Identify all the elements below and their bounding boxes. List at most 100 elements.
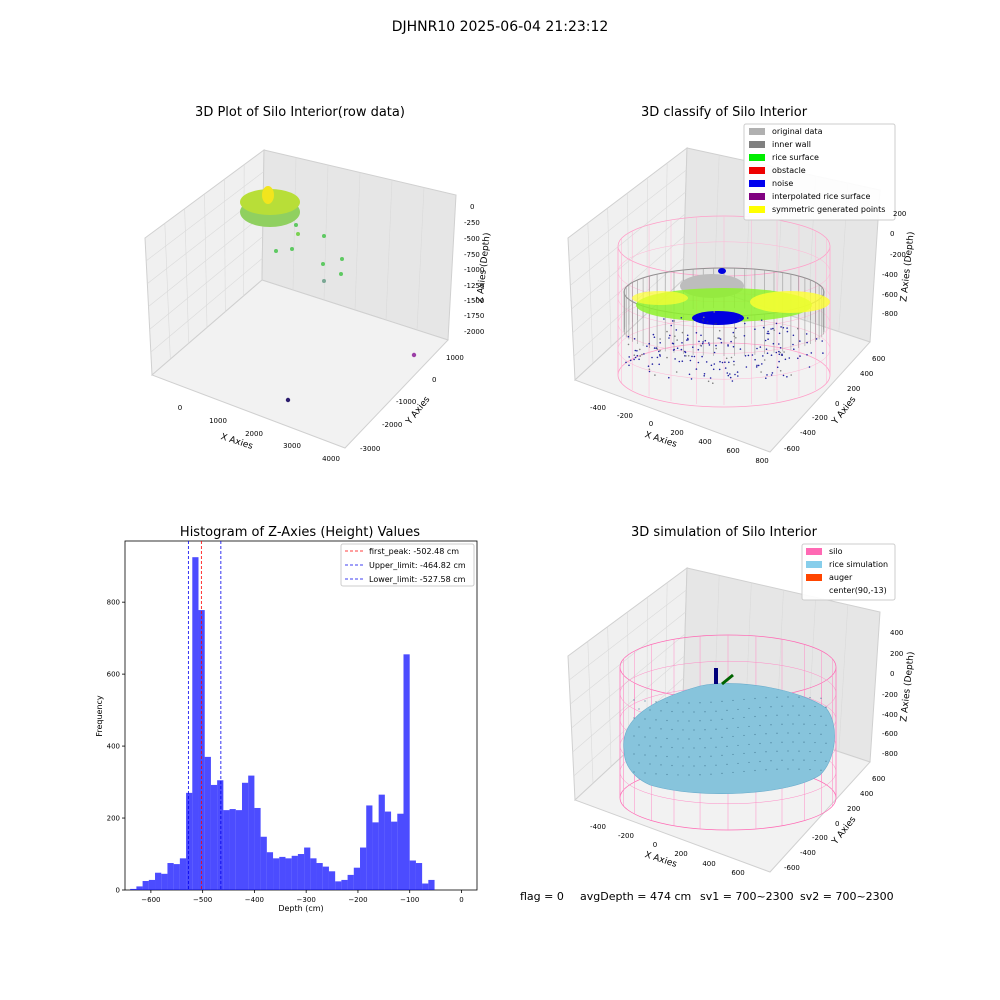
- panel2-title: 3D classify of Silo Interior: [641, 105, 808, 120]
- noise-point: [780, 370, 782, 372]
- rice-mesh-point: [726, 764, 727, 765]
- histogram-bar: [223, 810, 229, 890]
- panel4-z-tick: -400: [882, 711, 898, 719]
- panel4-z-tick: 400: [890, 629, 903, 637]
- histogram-x-tick-label: −500: [193, 896, 212, 904]
- rice-mesh-point: [809, 733, 810, 734]
- noise-point: [734, 336, 736, 338]
- panel1-point: [274, 249, 278, 253]
- histogram-bar: [167, 863, 173, 890]
- noise-point: [806, 354, 808, 356]
- histogram-bar: [385, 812, 391, 890]
- noise-point: [806, 342, 808, 344]
- panel1-x-tick: 0: [178, 404, 182, 412]
- histogram-bar: [285, 858, 291, 890]
- histogram-bar: [397, 814, 403, 890]
- noise-point: [651, 357, 653, 359]
- histogram-x-tick-label: 0: [459, 896, 463, 904]
- panel4-legend: silo rice simulation auger center(90,-13…: [802, 544, 895, 600]
- noise-point: [681, 317, 683, 319]
- noise-point: [756, 348, 758, 350]
- rice-mesh-point: [754, 752, 755, 753]
- panel4-z-tick: 0: [890, 670, 894, 678]
- panel2-z-tick: -800: [882, 310, 898, 318]
- panel4-y-tick: 400: [860, 790, 873, 798]
- rice-mesh-point: [710, 756, 711, 757]
- noise-point: [786, 327, 788, 329]
- panel4-z-tick: -600: [882, 730, 898, 738]
- panel2-z-tick: 0: [890, 230, 894, 238]
- rice-mesh-point: [776, 733, 777, 734]
- noise-point: [726, 358, 728, 360]
- rice-mesh-point: [792, 723, 793, 724]
- rice-mesh-point: [666, 720, 667, 721]
- panel2-x-tick: 0: [649, 420, 653, 428]
- histogram-bar: [149, 880, 155, 890]
- rice-mesh-point: [798, 733, 799, 734]
- rice-mesh-point: [699, 774, 700, 775]
- rice-mesh-point: [743, 717, 744, 718]
- panel4-title: 3D simulation of Silo Interior: [631, 525, 818, 540]
- noise-point: [773, 343, 775, 345]
- noise-point: [668, 337, 670, 339]
- panel1-z-tick: -750: [464, 251, 480, 259]
- panel2-z-axis: 200 0 -200 -400 -600 -800 Z Axies (Depth…: [882, 210, 917, 318]
- rice-mesh-point: [809, 715, 810, 716]
- noise-point: [776, 323, 778, 325]
- rice-mesh-point: [825, 761, 826, 762]
- noise-point: [763, 327, 765, 329]
- noise-point: [659, 350, 661, 352]
- rice-mesh-point: [754, 698, 755, 699]
- panel2-legend-label: symmetric generated points: [772, 205, 885, 214]
- rice-mesh-point: [633, 699, 634, 700]
- histogram-bar: [341, 880, 347, 890]
- status-line: flag = 0 avgDepth = 474 cm sv1 = 700~230…: [520, 890, 894, 903]
- panel2-symmetric-points-band: [632, 291, 688, 305]
- panel4-auger-shaft: [714, 668, 718, 684]
- noise-point: [737, 371, 739, 373]
- noise-point: [721, 342, 723, 344]
- noise-point: [724, 361, 726, 363]
- noise-point: [706, 361, 708, 363]
- noise-point: [637, 355, 639, 357]
- status-sv1: sv1 = 700~2300: [700, 890, 794, 903]
- rice-mesh-point: [792, 741, 793, 742]
- rice-mesh-point: [759, 725, 760, 726]
- histogram-legend-label: Upper_limit: -464.82 cm: [369, 561, 466, 570]
- rice-mesh-point: [748, 726, 749, 727]
- panel2-legend-swatch: [749, 180, 765, 187]
- panel4-y-tick: -600: [784, 864, 800, 872]
- rice-mesh-point: [776, 769, 777, 770]
- noise-point: [703, 375, 705, 377]
- histogram-x-tick-label: −200: [348, 896, 367, 904]
- noise-point: [689, 374, 691, 376]
- panel2-x-tick: -200: [617, 412, 633, 420]
- histogram-bar: [292, 856, 298, 890]
- rice-mesh-point: [765, 715, 766, 716]
- noise-point: [760, 371, 762, 373]
- histogram-bar: [136, 886, 142, 890]
- rice-mesh-point: [688, 702, 689, 703]
- noise-point: [687, 338, 689, 340]
- noise-point: [633, 359, 635, 361]
- noise-point: [652, 363, 654, 365]
- panel1-point: [321, 262, 325, 266]
- rice-mesh-point: [633, 735, 634, 736]
- panel2-legend-label: interpolated rice surface: [772, 192, 870, 201]
- rice-mesh-point: [787, 768, 788, 769]
- rice-mesh-point: [715, 729, 716, 730]
- noise-point: [676, 339, 678, 341]
- noise-point: [747, 317, 749, 319]
- panel2-legend-label: rice surface: [772, 153, 819, 162]
- histogram-bar: [248, 776, 254, 890]
- rice-mesh-point: [671, 747, 672, 748]
- noise-point: [780, 347, 782, 349]
- noise-point: [704, 373, 706, 375]
- noise-point: [767, 352, 769, 354]
- histogram-bar: [186, 793, 192, 890]
- rice-mesh-point: [781, 724, 782, 725]
- noise-point: [676, 371, 678, 373]
- panel2-z-tick: -600: [882, 291, 898, 299]
- noise-point: [756, 365, 758, 367]
- rice-mesh-point: [754, 734, 755, 735]
